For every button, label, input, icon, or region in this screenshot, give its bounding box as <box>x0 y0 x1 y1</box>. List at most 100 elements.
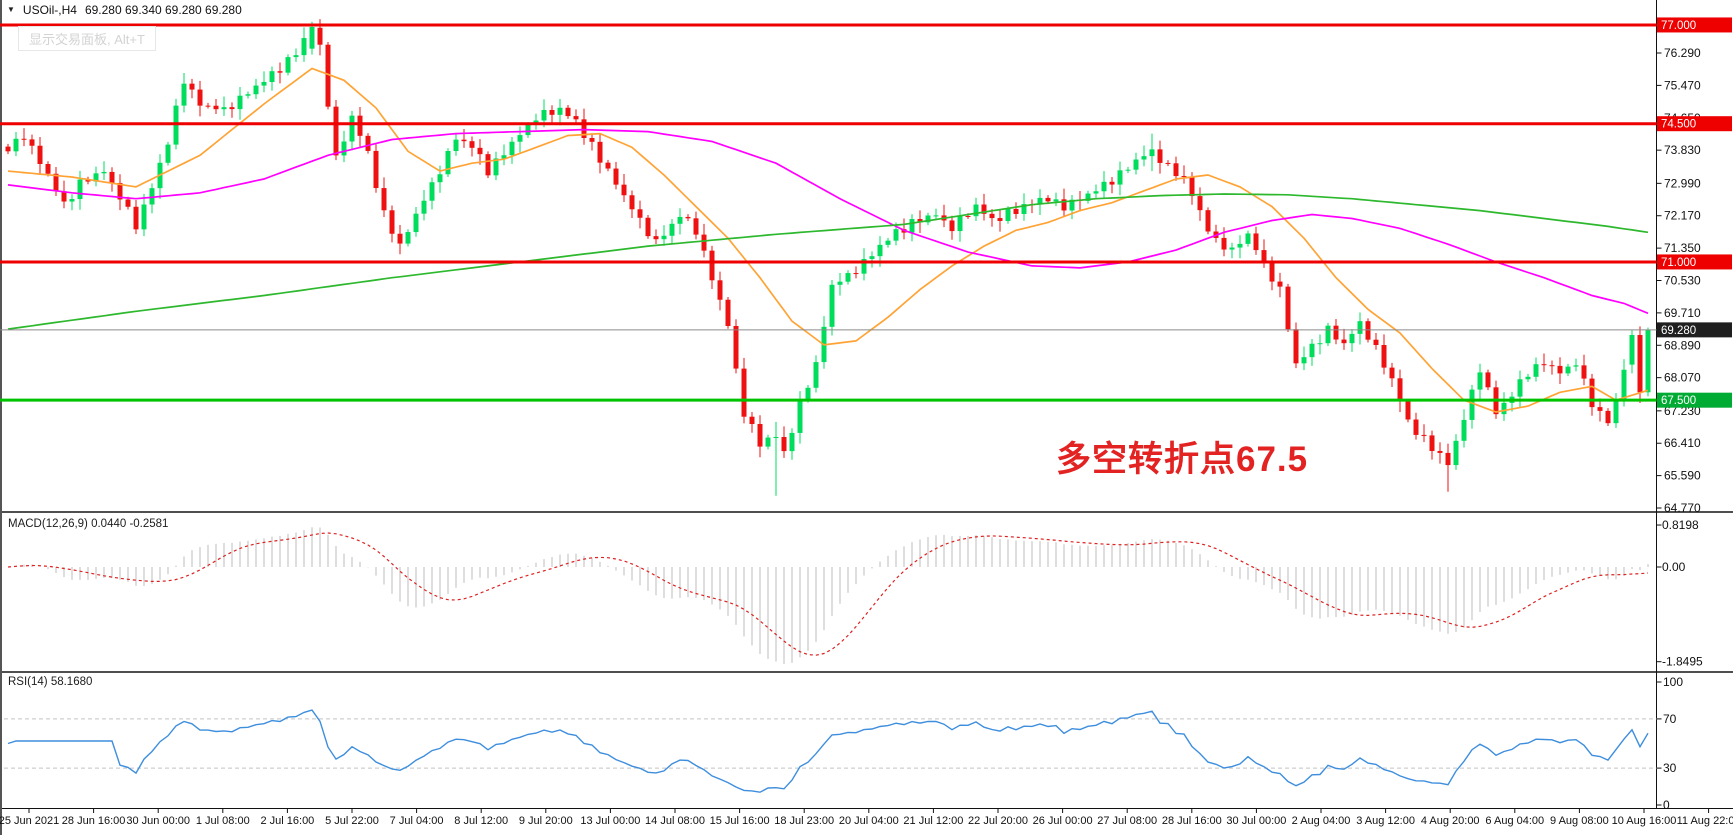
price-tick-label: 68.890 <box>1664 338 1701 352</box>
candle-bull <box>1245 233 1251 244</box>
candle-bull <box>141 204 147 230</box>
candle-bear <box>949 220 955 232</box>
time-axis-label: 6 Aug 04:00 <box>1485 815 1544 827</box>
candle-bear <box>357 115 363 136</box>
candle-bear <box>1253 233 1259 251</box>
candle-bear <box>613 168 619 185</box>
time-axis-label: 26 Jul 00:00 <box>1033 815 1093 827</box>
time-axis-label: 11 Aug 22:00 <box>1677 815 1733 827</box>
candle-bull <box>1085 193 1091 201</box>
time-axis-label: 5 Jul 22:00 <box>325 815 379 827</box>
candle-bear <box>1221 237 1227 250</box>
rsi-line <box>7 709 1649 793</box>
candle-bull <box>957 215 963 232</box>
candle-bull <box>541 109 547 121</box>
time-axis[interactable]: 25 Jun 2021 28 Jun 16:00 30 Jun 00:00 1 Jul… <box>0 809 1733 827</box>
candle-bull <box>1461 419 1467 441</box>
time-axis-label: 21 Jul 12:00 <box>903 815 963 827</box>
candle-bear <box>477 147 483 155</box>
candle-bull <box>869 256 875 259</box>
candle-bear <box>637 209 643 218</box>
candle-bear <box>1405 401 1411 420</box>
candle-bear <box>1557 365 1563 374</box>
rsi-axis[interactable]: 100 70 30 0 <box>1656 675 1684 812</box>
macd-tick-label: 0.8198 <box>1662 518 1699 532</box>
candle-bull <box>813 362 819 388</box>
rsi-indicator-label: RSI(14) 58.1680 <box>8 676 93 688</box>
rsi-layer <box>4 709 1657 793</box>
candle-bear <box>1189 176 1195 197</box>
symbol-dropdown-icon[interactable]: ▼ <box>7 5 15 14</box>
candle-bull <box>245 94 251 96</box>
time-axis-label: 2 Aug 04:00 <box>1292 815 1351 827</box>
candle-bear <box>573 116 579 120</box>
candle-bear <box>1381 345 1387 368</box>
candle-bull <box>437 174 443 183</box>
candle-bull <box>877 244 883 257</box>
candle-bear <box>389 210 395 234</box>
candle-bull <box>493 158 499 176</box>
time-axis-label: 30 Jul 00:00 <box>1226 815 1286 827</box>
candle-bull <box>1141 156 1147 160</box>
price-tick-label: 71.350 <box>1664 241 1701 255</box>
price-tick-label: 72.990 <box>1664 176 1701 190</box>
candle-bear <box>653 236 659 240</box>
candle-bear <box>741 368 747 417</box>
macd-tick-label: -1.8495 <box>1662 655 1703 669</box>
candle-bull <box>1237 243 1243 248</box>
price-tick-label: 69.710 <box>1664 306 1701 320</box>
candle-bull <box>1117 170 1123 185</box>
candle-bear <box>117 182 123 200</box>
candle-bull <box>525 125 531 136</box>
candle-bear <box>965 215 971 217</box>
time-axis-label: 4 Aug 20:00 <box>1421 815 1480 827</box>
candle-bear <box>1157 149 1163 163</box>
time-axis-label: 25 Jun 2021 <box>0 815 59 827</box>
macd-axis[interactable]: 0.8198 0.00 -1.8495 <box>1656 518 1704 669</box>
candle-bull <box>101 171 107 174</box>
level-lines-layer[interactable]: 77.000 74.500 71.000 69.280 67.500 <box>0 17 1732 408</box>
candle-bear <box>365 135 371 151</box>
candle-bull <box>1501 402 1507 415</box>
candle-bear <box>1061 199 1067 211</box>
candle-bear <box>461 139 467 142</box>
candle-bull <box>181 83 187 106</box>
candle-bear <box>645 217 651 237</box>
time-axis-label: 10 Aug 16:00 <box>1612 815 1677 827</box>
candle-bull <box>237 95 243 110</box>
candle-bear <box>1541 364 1547 366</box>
candle-bear <box>61 191 67 202</box>
candle-bear <box>1397 378 1403 402</box>
candle-bull <box>1021 204 1027 214</box>
candle-bull <box>413 213 419 233</box>
candle-bull <box>773 437 779 439</box>
candle-bull <box>805 387 811 400</box>
candle-bull <box>677 216 683 224</box>
candle-bear <box>1181 176 1187 178</box>
candle-bear <box>1429 435 1435 451</box>
candle-bear <box>853 273 859 275</box>
candle-bear <box>133 206 139 230</box>
price-tick-label: 72.170 <box>1664 209 1701 223</box>
candle-bull <box>1517 379 1523 397</box>
one-click-trading-hint[interactable]: 显示交易面板, Alt+T <box>18 26 156 51</box>
candle-bear <box>981 204 987 214</box>
time-axis-label: 18 Jul 23:00 <box>774 815 834 827</box>
candle-bear <box>333 106 339 156</box>
time-axis-label: 7 Jul 04:00 <box>390 815 444 827</box>
candle-bear <box>757 423 763 447</box>
time-axis-label: 15 Jul 16:00 <box>710 815 770 827</box>
candle-bull <box>1317 343 1323 345</box>
candle-bull <box>93 173 99 182</box>
ma-mid-magenta-line <box>7 128 1649 315</box>
candle-bull <box>557 107 563 115</box>
candle-bull <box>165 144 171 163</box>
candle-bear <box>1597 407 1603 411</box>
candle-bear <box>197 89 203 106</box>
candle-bear <box>213 105 219 110</box>
price-badge <box>1657 322 1732 338</box>
macd-indicator-label: MACD(12,26,9) 0.0440 -0.2581 <box>8 518 169 530</box>
candle-bull <box>1053 199 1059 202</box>
